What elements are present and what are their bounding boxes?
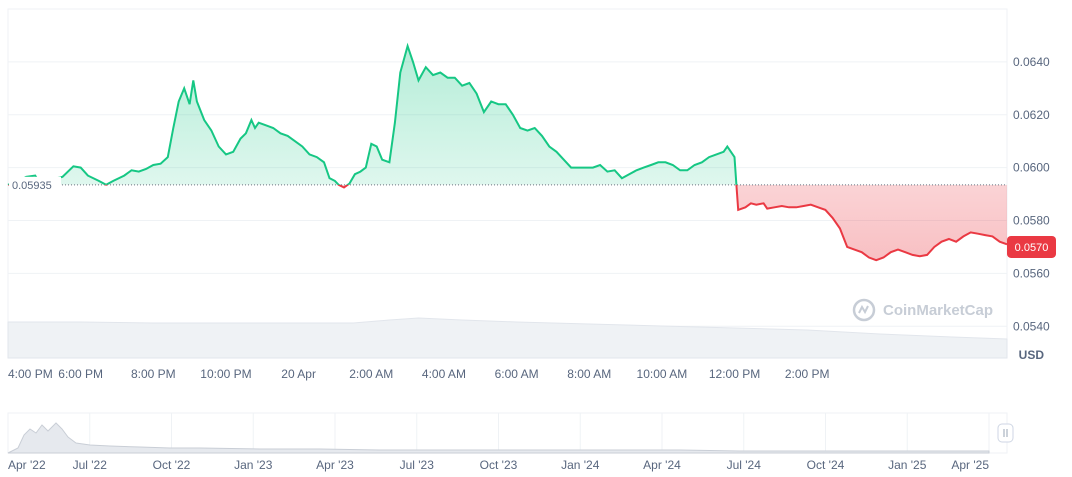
range-navigator[interactable]: Apr '22 Jul '22 Oct '22 Jan '23 Apr '23 Jul '… — [7, 412, 1014, 472]
baseline-value-text: 0.05935 — [12, 180, 52, 192]
coinmarketcap-watermark: CoinMarketCap — [852, 298, 993, 322]
cmc-logo-icon — [852, 298, 876, 322]
navigator-x-tick-label: Apr '24 — [643, 458, 681, 472]
y-tick-label: 0.0640 — [1013, 55, 1050, 69]
x-tick-label: 12:00 PM — [709, 367, 760, 381]
navigator-x-tick-label: Oct '23 — [480, 458, 518, 472]
y-axis: 0.0540 0.0560 0.0580 0.0600 0.0620 0.0640 — [1013, 55, 1050, 333]
x-tick-label: 6:00 PM — [58, 367, 103, 381]
navigator-x-tick-label: Jan '23 — [234, 458, 273, 472]
x-tick-label: 20 Apr — [281, 367, 316, 381]
navigator-grid — [89, 413, 990, 453]
price-line-up — [7, 42, 738, 185]
current-price-text: 0.0570 — [1015, 242, 1049, 254]
x-tick-label: 4:00 AM — [422, 367, 466, 381]
x-tick-label: 8:00 PM — [131, 367, 176, 381]
y-tick-label: 0.0620 — [1013, 108, 1050, 122]
x-tick-label: 8:00 AM — [567, 367, 611, 381]
y-tick-label: 0.0560 — [1013, 266, 1050, 280]
navigator-handle[interactable] — [997, 423, 1014, 443]
navigator-frame — [7, 412, 1008, 454]
navigator-handle-body[interactable] — [997, 423, 1014, 443]
watermark-text: CoinMarketCap — [883, 302, 993, 319]
x-tick-label: 4:00 PM — [8, 367, 53, 381]
area-above-baseline — [8, 46, 1007, 185]
y-tick-label: 0.0600 — [1013, 161, 1050, 175]
volume-area — [7, 317, 1008, 359]
x-tick-label: 10:00 PM — [200, 367, 251, 381]
y-tick-label: 0.0580 — [1013, 214, 1050, 228]
navigator-x-tick-label: Apr '23 — [316, 458, 354, 472]
navigator-x-tick-label: Oct '22 — [153, 458, 191, 472]
price-line-down — [8, 184, 1008, 262]
baseline-label: 0.05935 — [9, 176, 61, 193]
navigator-x-tick-label: Apr '25 — [951, 458, 989, 472]
navigator-history-area — [7, 422, 990, 454]
navigator-x-tick-label: Apr '22 — [8, 458, 46, 472]
navigator-x-tick-label: Jul '22 — [73, 458, 108, 472]
currency-label: USD — [1019, 348, 1045, 362]
x-tick-label: 6:00 AM — [495, 367, 539, 381]
x-tick-label: 10:00 AM — [637, 367, 688, 381]
navigator-x-axis: Apr '22 Jul '22 Oct '22 Jan '23 Apr '23 Jul '… — [8, 458, 989, 472]
navigator-x-tick-label: Oct '24 — [807, 458, 845, 472]
cmc-logo-mark — [858, 304, 869, 315]
x-axis: 4:00 PM 6:00 PM 8:00 PM 10:00 PM 20 Apr 2:00 … — [8, 367, 830, 381]
current-price-badge — [1007, 235, 1056, 258]
navigator-x-tick-label: Jul '24 — [727, 458, 762, 472]
x-tick-label: 2:00 AM — [349, 367, 393, 381]
navigator-x-tick-label: Jan '25 — [888, 458, 927, 472]
navigator-x-tick-label: Jul '23 — [400, 458, 435, 472]
navigator-x-tick-label: Jan '24 — [561, 458, 600, 472]
current-price-label: 0.0570 — [1007, 235, 1056, 258]
x-tick-label: 2:00 PM — [785, 367, 830, 381]
area-below-baseline — [338, 184, 1007, 261]
volume-bars — [7, 317, 1008, 359]
y-tick-label: 0.0540 — [1013, 319, 1050, 333]
baseline-label-bg — [9, 176, 61, 193]
